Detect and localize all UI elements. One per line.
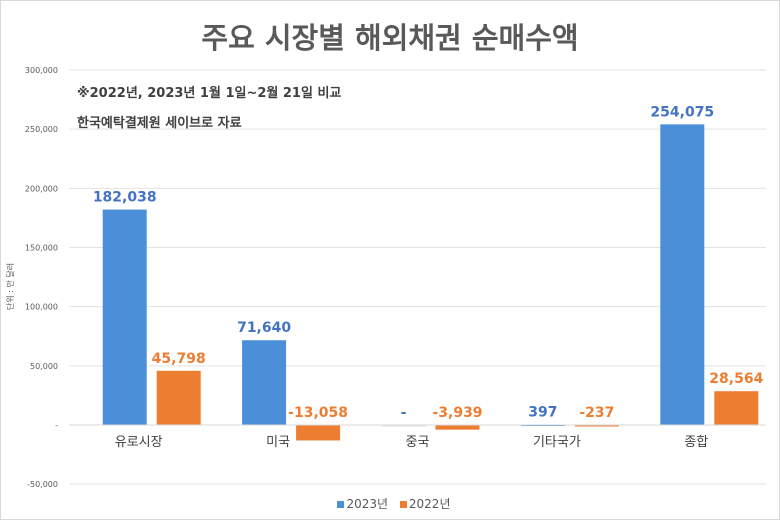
x-tick-label: 미국: [266, 435, 290, 450]
bar-2023: [242, 340, 287, 425]
y-tick-label: -50,000: [27, 480, 58, 489]
annotation-source: 한국예탁결제원 세이브로 자료: [77, 116, 242, 131]
bar-2022: [296, 425, 341, 441]
data-label: 182,038: [93, 190, 157, 206]
data-label: 45,798: [152, 351, 206, 367]
legend-swatch-2022: [399, 501, 407, 508]
data-label: -3,939: [432, 405, 482, 421]
data-label: 71,640: [237, 320, 291, 336]
x-tick-label: 기타국가: [533, 435, 581, 450]
y-tick-label: 250,000: [25, 125, 58, 134]
x-tick-label: 종합: [684, 435, 708, 450]
bar-2022: [435, 425, 480, 430]
y-tick-label: 100,000: [25, 303, 58, 312]
bar-2023: [381, 425, 426, 427]
legend-swatch-2023: [337, 501, 345, 508]
bar-2023: [102, 209, 147, 425]
legend-label-2022: 2022년: [408, 497, 451, 511]
y-tick-label: 200,000: [25, 184, 58, 193]
y-tick-label: 50,000: [30, 362, 58, 371]
data-label: -: [401, 405, 407, 421]
data-label: 28,564: [709, 371, 763, 387]
annotation-period: ※2022년, 2023년 1월 1일~2월 21일 비교: [77, 86, 342, 101]
bar-2022: [574, 425, 619, 427]
bar-2022: [156, 370, 201, 425]
x-tick-label: 중국: [406, 435, 430, 450]
bar-2023: [660, 124, 705, 426]
data-label: -237: [579, 405, 614, 421]
y-tick-label: 300,000: [25, 66, 58, 75]
data-label: -13,058: [288, 405, 348, 421]
bar-2022: [714, 391, 759, 425]
data-label: 254,075: [650, 104, 714, 120]
y-tick-label: 150,000: [25, 244, 58, 253]
legend: 2023년 2022년: [1, 495, 779, 512]
data-label: 397: [528, 405, 557, 421]
chart-title: 주요 시장별 해외채권 순매수액: [201, 21, 579, 55]
x-tick-label: 유로시장: [115, 435, 163, 450]
y-tick-label: -: [55, 421, 58, 430]
legend-label-2023: 2023년: [346, 497, 389, 511]
